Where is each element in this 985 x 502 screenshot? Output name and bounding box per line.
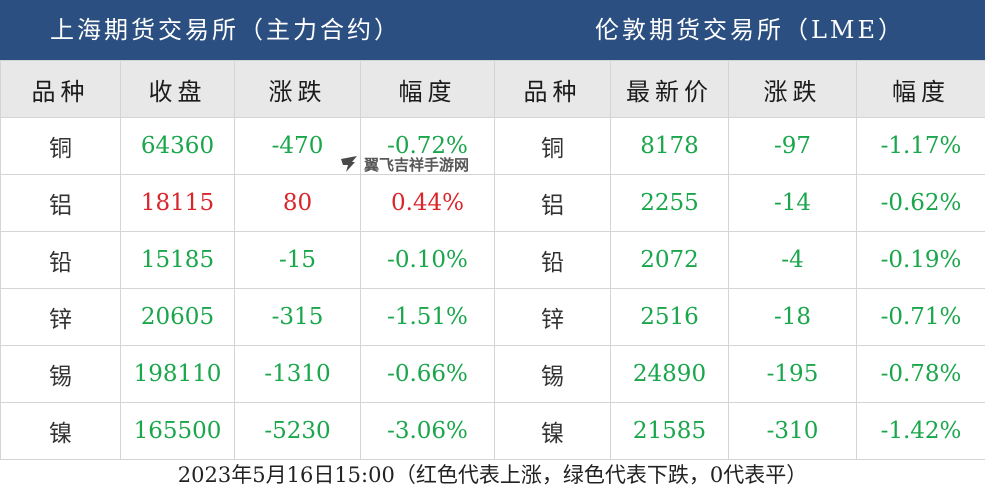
lme-pct: -0.19% xyxy=(856,231,985,289)
table-row: 锌 20605 -315 -1.51% 锌 2516 -18 -0.71% xyxy=(0,288,985,346)
column-header: 幅度 xyxy=(360,60,495,118)
lme-change: -195 xyxy=(728,345,857,403)
lme-price: 2072 xyxy=(610,231,729,289)
column-header-row: 品种 收盘 涨跌 幅度 品种 最新价 涨跌 幅度 xyxy=(0,60,985,118)
lme-commodity-name: 铅 xyxy=(494,231,611,289)
timestamp-note: 2023年5月16日15:00（红色代表上涨，绿色代表下跌，0代表平） xyxy=(177,463,808,487)
shfe-change: -315 xyxy=(234,288,361,346)
lme-commodity-name: 锡 xyxy=(494,345,611,403)
table-row: 锡 198110 -1310 -0.66% 锡 24890 -195 -0.78% xyxy=(0,345,985,403)
commodity-name: 铅 xyxy=(0,231,121,289)
shfe-pct: -3.06% xyxy=(360,402,495,460)
shfe-close: 165500 xyxy=(120,402,235,460)
column-header: 涨跌 xyxy=(728,60,857,118)
shfe-change: -5230 xyxy=(234,402,361,460)
lme-price: 24890 xyxy=(610,345,729,403)
lme-commodity-name: 镍 xyxy=(494,402,611,460)
watermark-logo-icon xyxy=(341,156,357,172)
shfe-pct: -0.66% xyxy=(360,345,495,403)
commodity-name: 镍 xyxy=(0,402,121,460)
lme-commodity-name: 铝 xyxy=(494,174,611,232)
lme-commodity-name: 铜 xyxy=(494,117,611,175)
watermark: 翼飞吉祥手游网 xyxy=(338,150,469,178)
table-header-banner: 上海期货交易所（主力合约） 伦敦期货交易所（LME） xyxy=(0,0,985,62)
shfe-change: -1310 xyxy=(234,345,361,403)
shfe-change: -470 xyxy=(234,117,361,175)
lme-pct: -0.62% xyxy=(856,174,985,232)
shfe-pct: 0.44% xyxy=(360,174,495,232)
lme-pct: -1.42% xyxy=(856,402,985,460)
lme-title: 伦敦期货交易所（LME） xyxy=(595,16,906,44)
column-header: 品种 xyxy=(494,60,611,118)
shfe-change: 80 xyxy=(234,174,361,232)
shfe-title: 上海期货交易所（主力合约） xyxy=(50,16,401,44)
lme-change: -18 xyxy=(728,288,857,346)
lme-price: 2255 xyxy=(610,174,729,232)
commodity-name: 锡 xyxy=(0,345,121,403)
lme-pct: -0.78% xyxy=(856,345,985,403)
lme-price: 8178 xyxy=(610,117,729,175)
lme-pct: -1.17% xyxy=(856,117,985,175)
shfe-close: 198110 xyxy=(120,345,235,403)
lme-pct: -0.71% xyxy=(856,288,985,346)
lme-commodity-name: 锌 xyxy=(494,288,611,346)
shfe-change: -15 xyxy=(234,231,361,289)
table-row: 铜 64360 -470 -0.72% 铜 8178 -97 -1.17% xyxy=(0,117,985,175)
futures-price-table: 品种 收盘 涨跌 幅度 品种 最新价 涨跌 幅度 铜 64360 -470 -0.72… xyxy=(0,60,985,460)
table-row: 镍 165500 -5230 -3.06% 镍 21585 -310 -1.42% xyxy=(0,402,985,460)
commodity-name: 锌 xyxy=(0,288,121,346)
lme-change: -310 xyxy=(728,402,857,460)
watermark-text: 翼飞吉祥手游网 xyxy=(364,155,470,174)
lme-change: -4 xyxy=(728,231,857,289)
lme-change: -14 xyxy=(728,174,857,232)
lme-price: 21585 xyxy=(610,402,729,460)
column-header: 幅度 xyxy=(856,60,985,118)
shfe-close: 64360 xyxy=(120,117,235,175)
table-row: 铅 15185 -15 -0.10% 铅 2072 -4 -0.19% xyxy=(0,231,985,289)
commodity-name: 铝 xyxy=(0,174,121,232)
column-header: 涨跌 xyxy=(234,60,361,118)
column-header: 收盘 xyxy=(120,60,235,118)
commodity-name: 铜 xyxy=(0,117,121,175)
shfe-pct: -0.10% xyxy=(360,231,495,289)
column-header: 品种 xyxy=(0,60,121,118)
shfe-close: 20605 xyxy=(120,288,235,346)
shfe-close: 18115 xyxy=(120,174,235,232)
table-row: 铝 18115 80 0.44% 铝 2255 -14 -0.62% xyxy=(0,174,985,232)
column-header: 最新价 xyxy=(610,60,729,118)
lme-price: 2516 xyxy=(610,288,729,346)
lme-change: -97 xyxy=(728,117,857,175)
shfe-pct: -1.51% xyxy=(360,288,495,346)
shfe-close: 15185 xyxy=(120,231,235,289)
shfe-pct: -0.72% xyxy=(360,117,495,175)
